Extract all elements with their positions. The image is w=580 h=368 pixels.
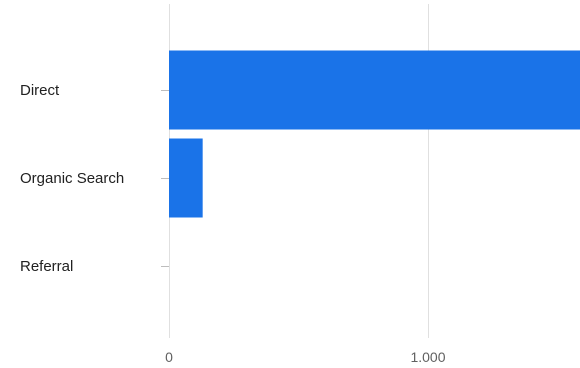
- bars: [169, 50, 580, 218]
- x-tick-label: 1.000: [410, 349, 445, 365]
- bar-organic-search[interactable]: [169, 138, 203, 218]
- x-axis-tick-labels: 01.0002.0003.000: [165, 349, 446, 365]
- x-tick-label: 0: [165, 349, 173, 365]
- category-label: Organic Search: [20, 170, 124, 187]
- category-labels: Direct Organic Search Referral: [20, 82, 124, 275]
- category-tick-marks: [161, 90, 169, 267]
- category-label: Referral: [20, 258, 73, 275]
- bar-direct[interactable]: [169, 50, 580, 130]
- category-label: Direct: [20, 82, 60, 99]
